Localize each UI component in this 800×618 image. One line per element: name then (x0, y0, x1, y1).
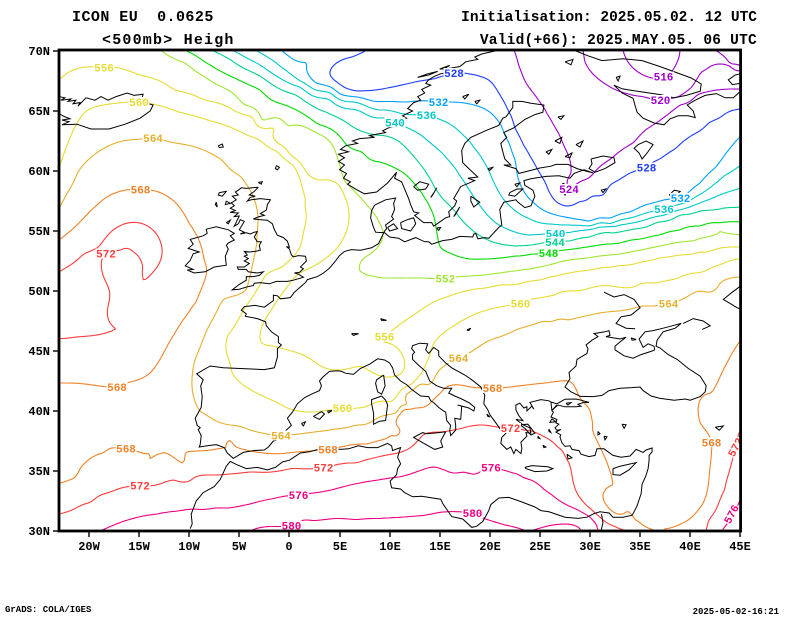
svg-text:35E: 35E (629, 540, 651, 554)
svg-text:45E: 45E (729, 540, 751, 554)
svg-text:576: 576 (481, 464, 501, 476)
svg-text:Valid(+66): 2025.MAY.05. 06 UT: Valid(+66): 2025.MAY.05. 06 UTC (480, 33, 757, 49)
svg-text:35N: 35N (28, 465, 50, 479)
svg-text:540: 540 (385, 118, 405, 130)
svg-text:55N: 55N (28, 225, 50, 239)
svg-text:572: 572 (314, 464, 334, 476)
svg-text:528: 528 (444, 69, 464, 81)
svg-text:564: 564 (271, 432, 291, 444)
svg-text:70N: 70N (28, 45, 50, 59)
svg-text:572: 572 (96, 250, 116, 262)
svg-text:560: 560 (129, 98, 149, 110)
svg-text:532: 532 (671, 194, 691, 206)
svg-text:568: 568 (116, 444, 136, 456)
svg-text:564: 564 (449, 354, 469, 366)
svg-text:556: 556 (94, 64, 114, 76)
svg-text:40N: 40N (28, 405, 50, 419)
svg-text:ICON EU 0.0625: ICON EU 0.0625 (72, 9, 214, 26)
svg-text:568: 568 (131, 186, 151, 198)
svg-text:572: 572 (501, 424, 521, 436)
svg-text:536: 536 (417, 111, 437, 123)
svg-text:20E: 20E (479, 540, 501, 554)
svg-text:0: 0 (285, 540, 292, 554)
svg-text:552: 552 (435, 275, 455, 287)
svg-text:45N: 45N (28, 345, 50, 359)
svg-text:25E: 25E (529, 540, 551, 554)
svg-text:580: 580 (463, 509, 483, 521)
svg-text:568: 568 (483, 384, 503, 396)
svg-text:544: 544 (545, 238, 565, 250)
svg-text:<500mb> Heigh: <500mb> Heigh (102, 32, 235, 49)
svg-text:GrADS: COLA/IGES: GrADS: COLA/IGES (5, 605, 92, 615)
svg-text:10E: 10E (379, 540, 401, 554)
svg-text:532: 532 (429, 98, 449, 110)
svg-text:65N: 65N (28, 105, 50, 119)
svg-text:568: 568 (702, 438, 722, 450)
svg-text:580: 580 (282, 522, 302, 534)
svg-text:50N: 50N (28, 285, 50, 299)
svg-text:560: 560 (333, 404, 353, 416)
svg-text:556: 556 (375, 332, 395, 344)
svg-text:30E: 30E (579, 540, 601, 554)
svg-text:5E: 5E (333, 540, 347, 554)
svg-text:40E: 40E (679, 540, 701, 554)
svg-text:30N: 30N (28, 525, 50, 539)
svg-text:524: 524 (559, 185, 579, 197)
svg-text:10W: 10W (178, 540, 200, 554)
svg-text:2025-05-02-16:21: 2025-05-02-16:21 (693, 607, 780, 617)
svg-text:20W: 20W (78, 540, 100, 554)
svg-text:60N: 60N (28, 165, 50, 179)
svg-text:568: 568 (318, 445, 338, 457)
svg-text:15W: 15W (128, 540, 150, 554)
svg-text:516: 516 (654, 73, 674, 85)
svg-text:576: 576 (289, 491, 309, 503)
svg-text:5W: 5W (232, 540, 247, 554)
svg-text:528: 528 (637, 164, 657, 176)
svg-text:564: 564 (659, 300, 679, 312)
svg-text:564: 564 (143, 134, 163, 146)
svg-text:572: 572 (130, 482, 150, 494)
svg-text:548: 548 (539, 249, 559, 261)
svg-text:520: 520 (651, 96, 671, 108)
svg-text:Initialisation: 2025.05.02. 12: Initialisation: 2025.05.02. 12 UTC (461, 10, 757, 26)
svg-text:536: 536 (654, 205, 674, 217)
svg-text:568: 568 (107, 383, 127, 395)
svg-text:15E: 15E (429, 540, 451, 554)
svg-text:560: 560 (511, 300, 531, 312)
